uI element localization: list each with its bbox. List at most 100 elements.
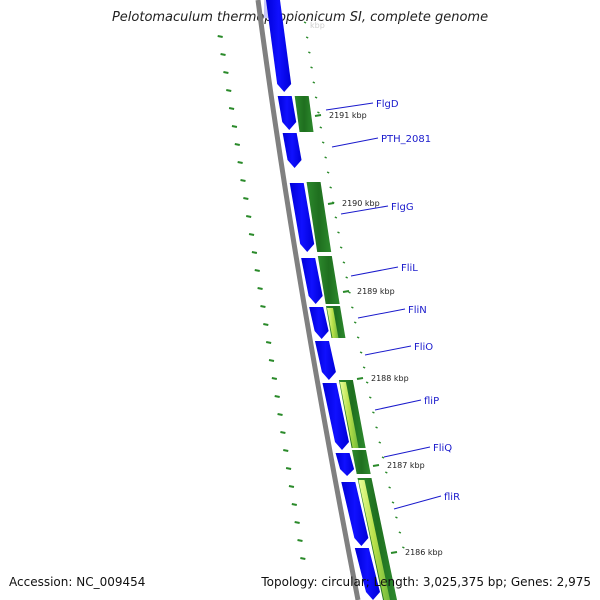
gc-tick [254,269,260,272]
cds-arrow [341,482,369,546]
kbp-label: 2187 kbp [387,461,425,470]
light-band [327,308,339,338]
gene-labels: FlgD PTH_2081 FlgG FliL FliN FliO fliP FliQ fliR [325,99,460,510]
kbp-tick [342,290,350,293]
gene-label: FliQ [433,443,452,454]
skew-tick [395,516,398,519]
tick-marks [217,21,405,560]
gc-band [294,96,314,132]
skew-tick [391,501,395,504]
kbp-label: 2188 kbp [371,374,409,383]
skew-tick [339,246,343,249]
gc-tick [294,521,300,524]
label-leader [357,308,406,319]
skew-tick [353,321,357,324]
skew-tick [388,486,391,489]
skew-tick [334,216,338,219]
gc-tick [223,71,229,74]
skew-tick [362,366,366,369]
gene-label: fliR [444,492,460,503]
kbp-tick [327,202,335,205]
gc-tick [271,377,278,380]
gc-tick [220,53,226,56]
cds-arrow [289,183,315,252]
gc-tick [260,305,266,308]
gc-band [306,182,332,252]
skew-tick [305,36,309,39]
gene-label: fliP [424,396,439,407]
gene-label: FlgD [376,99,399,110]
skew-tick [368,396,372,399]
kbp-tick [372,464,380,467]
gc-tick [268,359,275,362]
gc-tick [240,179,246,182]
gc-tick [246,215,252,218]
cds-arrow [301,258,323,304]
cds-arrow [322,383,349,450]
label-leader [350,266,399,277]
accession-text: Accession: NC_009454 [9,575,146,589]
skew-tick [324,156,327,159]
label-leader [374,399,422,411]
skew-tick [308,51,311,54]
kbp-label: 2191 kbp [329,111,367,120]
gc-tick [217,35,223,38]
skew-tick [375,426,378,429]
cds-arrow [354,548,380,600]
genome-backbone [255,0,361,600]
skew-tick [326,171,330,174]
cds-arrow [282,133,302,168]
label-leader [364,345,412,356]
kbp-tick [390,551,398,554]
skew-tick [348,291,351,294]
label-leader [393,495,442,510]
skew-tick [337,231,340,234]
skew-tick [372,411,375,414]
cds-arrow [314,341,336,380]
gc-band [317,256,340,304]
gc-tick [288,485,295,488]
skew-tick [312,81,316,84]
gc-tick [300,557,306,560]
kbp-tick [356,377,364,380]
gc-tick [285,467,292,470]
skew-tick [310,66,313,69]
kbp-label: 2189 kbp [357,287,395,296]
gc-tick [228,107,235,110]
gc-tick [248,233,255,236]
gc-tick [234,143,240,146]
gene-label: FlgG [391,202,414,213]
gc-tick [274,395,280,398]
gene-label: FliN [408,305,427,316]
gc-tick [231,125,238,128]
gc-tick [283,449,289,452]
label-leader [383,446,431,458]
skew-tick [398,531,402,534]
gc-tick [265,341,272,344]
label-leader [340,205,389,215]
skew-tick [381,456,385,459]
gc-tick [263,323,269,326]
skew-tick [384,471,388,474]
cds-arrow [266,0,292,92]
kbp-label: 2190 kbp [342,199,380,208]
gc-tick [243,197,249,200]
topology-text: Topology: circular; Length: 3,025,375 bp… [261,575,591,589]
cds-track [266,0,380,600]
gc-tick [237,161,243,164]
kbp-tick [314,114,322,117]
kbp-label: 2186 kbp [405,548,443,557]
skew-tick [342,261,346,264]
label-leader [325,102,374,111]
gc-band [352,450,371,474]
gc-tick [280,431,286,434]
light-band [358,480,390,600]
gene-label: FliL [401,263,418,274]
map-title: Pelotomaculum thermopropionicum SI, comp… [111,10,489,25]
skew-tick [329,186,333,189]
gc-tick [297,539,303,542]
cds-arrow [277,96,297,130]
skew-tick [365,381,369,384]
label-leader [331,137,379,148]
